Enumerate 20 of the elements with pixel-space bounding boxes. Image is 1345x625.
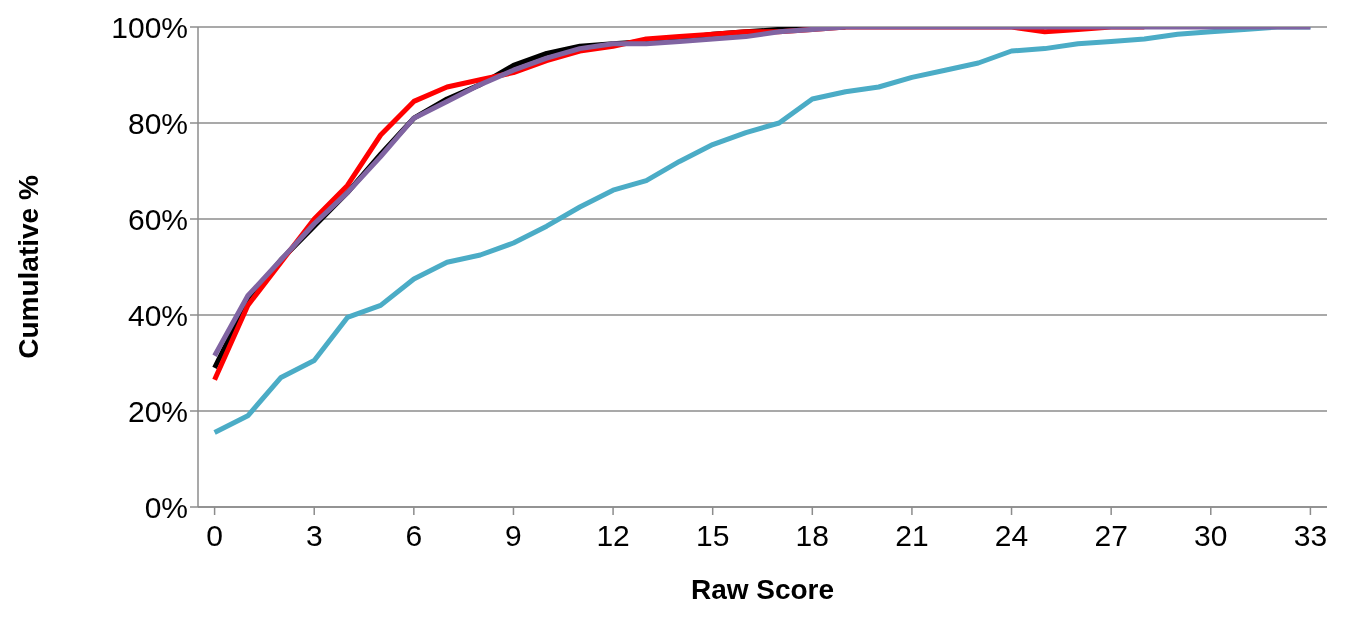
y-tick-label: 40%: [127, 298, 188, 332]
x-tick-label: 3: [305, 519, 323, 553]
x-tick-label: 9: [505, 519, 522, 553]
x-tick-label: 15: [696, 519, 730, 553]
x-tick-label: 0: [206, 519, 223, 553]
x-tick-label: 33: [1293, 519, 1328, 553]
y-tick-label: 100%: [111, 10, 188, 44]
y-tick-label: 60%: [127, 202, 188, 236]
x-tick-label: 18: [795, 519, 829, 553]
x-tick-label: 30: [1194, 519, 1228, 553]
x-tick-label: 6: [405, 519, 423, 553]
x-tick-label: 27: [1094, 519, 1128, 553]
y-tick-label: 0%: [144, 490, 188, 524]
y-axis-title: Cumulative %: [12, 175, 44, 359]
x-tick-label: 24: [994, 519, 1029, 553]
y-tick-label: 80%: [127, 106, 188, 140]
x-axis-title: Raw Score: [690, 574, 835, 605]
x-tick-label: 12: [596, 519, 630, 553]
x-tick-label: 21: [895, 519, 929, 553]
y-tick-label: 20%: [127, 394, 188, 428]
